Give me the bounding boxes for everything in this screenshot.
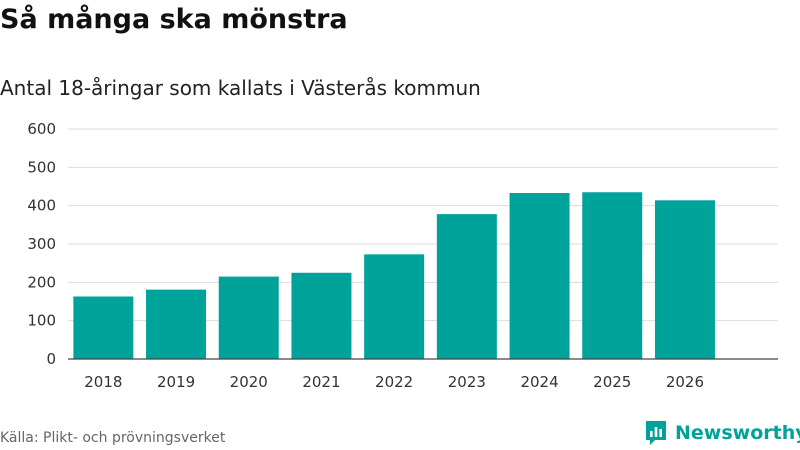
x-tick-label: 2021 [302, 373, 340, 391]
x-tick-label: 2025 [593, 373, 631, 391]
bar [291, 272, 352, 359]
bar [364, 254, 425, 359]
y-tick-label: 600 [27, 120, 56, 138]
chart-subtitle: Antal 18-åringar som kallats i Västerås … [0, 76, 481, 100]
y-tick-label: 500 [27, 158, 56, 176]
newsworthy-logo-icon [646, 421, 666, 445]
brand-name: Newsworthy [675, 422, 800, 444]
bar [509, 193, 570, 359]
x-tick-label: 2018 [84, 373, 122, 391]
y-tick-label: 200 [27, 273, 56, 291]
bar [73, 296, 134, 359]
y-tick-label: 100 [27, 312, 56, 330]
bar [218, 276, 279, 359]
chart-title: Så många ska mönstra [0, 4, 348, 35]
y-tick-label: 0 [46, 350, 56, 368]
bar-chart: 0 100 200 300 400 500 600 2018 2019 2020 2021 2022 2… [27, 120, 778, 391]
bar [582, 192, 643, 359]
x-tick-label: 2026 [666, 373, 704, 391]
source-note: Källa: Plikt- och prövningsverket [0, 430, 226, 446]
bar [654, 200, 715, 359]
x-tick-label: 2024 [520, 373, 558, 391]
brand-logo: Newsworthy [645, 420, 800, 446]
x-tick-label: 2020 [230, 373, 268, 391]
x-tick-label: 2023 [448, 373, 486, 391]
bar [436, 214, 497, 359]
x-tick-label: 2022 [375, 373, 413, 391]
y-tick-label: 400 [27, 197, 56, 215]
x-tick-label: 2019 [157, 373, 195, 391]
bar [146, 289, 207, 359]
y-tick-label: 300 [27, 235, 56, 253]
